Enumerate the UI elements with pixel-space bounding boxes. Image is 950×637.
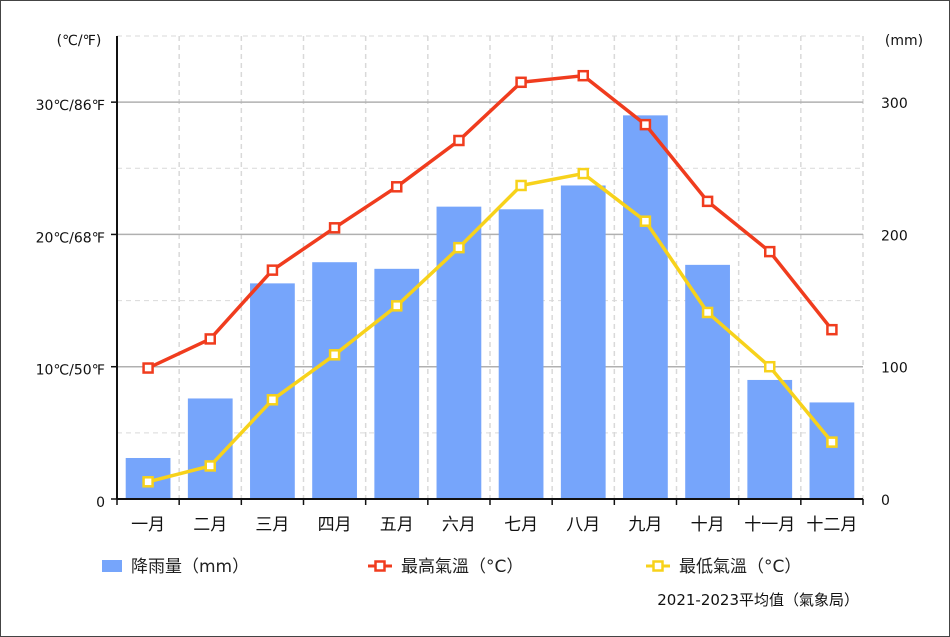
month-label: 五月 (380, 515, 414, 535)
rainfall-bar (809, 402, 855, 499)
legend-swatch-rainfall (102, 560, 122, 572)
left-axis-tick-label: 10℃/50℉ (36, 363, 105, 379)
legend-label-rainfall: 降雨量（mm） (131, 557, 249, 577)
major-gridlines (117, 101, 863, 368)
max-temp-point (639, 118, 652, 131)
min-temp-point (266, 394, 279, 406)
legend-item-rainfall: 降雨量（mm） (102, 557, 249, 577)
min-temp-point (204, 460, 216, 472)
max-temp-point (328, 222, 341, 234)
min-temp-point (453, 241, 465, 254)
month-label: 四月 (318, 515, 352, 535)
left-axis-unit-label: (℃/℉) (57, 33, 102, 49)
min-temp-point (328, 349, 341, 361)
month-label: 六月 (442, 515, 476, 535)
month-label: 九月 (628, 515, 662, 535)
legend: 降雨量（mm） 最高氣溫（°C） 最低氣溫（°C） (102, 557, 801, 577)
right-axis-tick-label: 100 (881, 361, 908, 377)
legend-marker-min-temp (652, 560, 664, 572)
left-axis-tick-label: 20℃/68℉ (36, 230, 105, 246)
month-label: 十一月 (744, 515, 795, 535)
min-temp-point (764, 360, 776, 373)
rainfall-bar (560, 185, 606, 500)
rainfall-bar (498, 209, 544, 499)
left-axis-tick-label: 30℃/86℉ (36, 98, 105, 114)
legend-item-min-temp: 最低氣溫（°C） (646, 557, 801, 577)
right-axis-tick-label: 300 (881, 96, 908, 112)
minor-gridlines (117, 35, 864, 499)
rainfall-bar (685, 264, 730, 499)
month-label: 十月 (691, 515, 725, 535)
legend-marker-max-temp (374, 560, 386, 572)
month-label: 二月 (193, 515, 227, 535)
right-axis-tick-label: 0 (881, 493, 890, 509)
month-label: 一月 (131, 515, 165, 535)
month-labels: 一月 二月 三月 四月 五月 六月 七月 八月 九月 十月 十一月 十二月 (131, 515, 857, 535)
left-axis-tick-label: 0 (96, 495, 105, 511)
right-axis-unit-label: (mm) (885, 33, 923, 49)
legend-label-min-temp: 最低氣溫（°C） (679, 557, 801, 577)
rainfall-bar (312, 262, 357, 499)
right-axis-tick-labels: 0 100 200 300 (881, 96, 908, 509)
legend-label-max-temp: 最高氣溫（°C） (401, 557, 523, 577)
month-label: 八月 (566, 515, 600, 535)
axes (111, 36, 864, 505)
left-axis-tick-labels: 0 10℃/50℉ 20℃/68℉ 30℃/86℉ (36, 98, 105, 511)
rainfall-bar (747, 379, 793, 499)
min-temp-point (577, 167, 589, 180)
max-temp-point (453, 134, 465, 147)
month-label: 三月 (255, 515, 289, 535)
min-temp-point (639, 215, 652, 227)
max-temp-point (826, 323, 838, 336)
max-temp-point (266, 264, 279, 276)
min-temp-line (147, 171, 834, 484)
rainfall-bar (250, 283, 295, 499)
min-temp-point (826, 436, 838, 448)
temperature-lines (142, 69, 838, 488)
legend-item-max-temp: 最高氣溫（°C） (368, 557, 523, 577)
min-temp-point (515, 179, 527, 192)
min-temp-point (391, 300, 403, 312)
max-temp-point (701, 195, 714, 208)
max-temp-point (142, 362, 154, 374)
max-temp-point (764, 245, 776, 258)
max-temp-point (515, 76, 527, 89)
max-temp-point (204, 333, 216, 345)
rainfall-bar (623, 115, 668, 499)
max-temp-line (147, 73, 834, 370)
min-temp-point (142, 476, 154, 488)
min-temp-point (701, 306, 714, 319)
max-temp-point (577, 69, 589, 82)
source-note: 2021-2023平均值（氣象局） (657, 591, 859, 609)
month-label: 十二月 (806, 515, 857, 535)
rainfall-bar (436, 206, 482, 500)
month-label: 七月 (504, 515, 538, 535)
max-temp-point (391, 181, 403, 193)
right-axis-tick-label: 200 (881, 228, 908, 244)
